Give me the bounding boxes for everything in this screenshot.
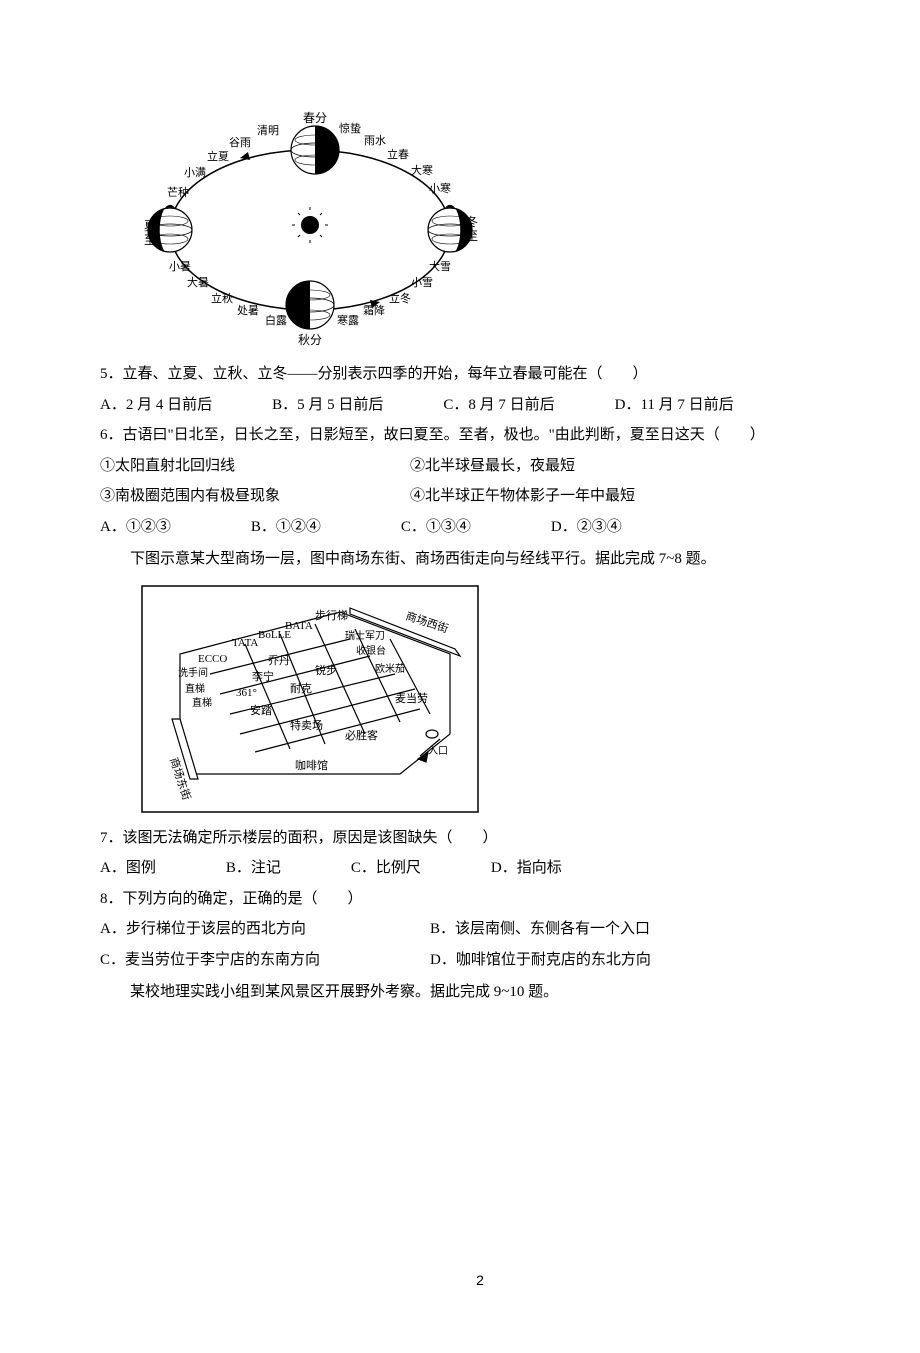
label-tata: TATA <box>232 637 258 649</box>
svg-text:白露: 白露 <box>265 313 287 327</box>
label-pizza: 必胜客 <box>345 728 378 742</box>
q6-opt-a: A．①②③ <box>100 513 171 542</box>
q5-options: A．2 月 4 日前后 B．5 月 5 日前后 C．8 月 7 日前后 D．11… <box>100 391 860 420</box>
svg-text:处暑: 处暑 <box>237 304 259 317</box>
label-ruibu: 锐步 <box>315 663 337 677</box>
label-entry: 入口 <box>428 746 448 757</box>
label-cashier: 收银台 <box>356 644 386 657</box>
svg-text:小寒: 小寒 <box>429 181 451 195</box>
svg-text:大暑: 大暑 <box>187 275 209 289</box>
q7-opt-b: B．注记 <box>226 854 281 883</box>
q7-opt-d: D．指向标 <box>491 854 562 883</box>
svg-text:小雪: 小雪 <box>411 276 433 289</box>
q6-s2: ②北半球昼最长，夜最短 <box>410 452 575 481</box>
q6-opt-d: D．②③④ <box>551 513 622 542</box>
label-vlift: 直梯 <box>185 682 205 695</box>
label-coffee: 咖啡馆 <box>295 758 328 772</box>
intro-9-10: 某校地理实践小组到某风景区开展野外考察。据此完成 9~10 题。 <box>100 978 860 1007</box>
svg-text:立秋: 立秋 <box>211 291 233 305</box>
label-special: 特卖场 <box>290 718 323 732</box>
intro-7-8: 下图示意某大型商场一层，图中商场东街、商场西街走向与经线平行。据此完成 7~8 … <box>100 545 860 574</box>
label-dongzhi: 冬 <box>466 214 478 229</box>
svg-text:雨水: 雨水 <box>364 134 386 147</box>
svg-text:惊蛰: 惊蛰 <box>339 121 361 135</box>
q7-opt-c: C．比例尺 <box>351 854 421 883</box>
label-361: 361° <box>236 687 257 699</box>
page-number: 2 <box>100 1267 860 1294</box>
svg-text:至: 至 <box>466 229 478 243</box>
q8-opt-c: C．麦当劳位于李宁店的东南方向 <box>100 946 430 975</box>
label-nike: 耐克 <box>290 682 312 695</box>
q8-opt-b: B．该层南侧、东侧各有一个入口 <box>430 915 650 944</box>
svg-text:立冬: 立冬 <box>389 291 411 305</box>
solar-terms-diagram: 春分 清明 谷雨 立夏 小满 芒种 夏 至 小暑 大暑 立秋 处暑 白露 秋分 … <box>140 110 860 350</box>
q7-text: 7．该图无法确定所示楼层的面积，原因是该图缺失（ ） <box>100 824 860 853</box>
label-xiazhi: 夏 <box>144 219 156 233</box>
svg-text:谷雨: 谷雨 <box>229 136 251 149</box>
q5-text: 5．立春、立夏、立秋、立冬——分别表示四季的开始，每年立春最可能在（ ） <box>100 360 860 389</box>
svg-text:小满: 小满 <box>184 166 206 179</box>
svg-text:立夏: 立夏 <box>207 149 229 163</box>
q5-opt-d: D．11 月 7 日前后 <box>615 391 734 420</box>
q8-opt-a: A．步行梯位于该层的西北方向 <box>100 915 430 944</box>
svg-text:至: 至 <box>144 233 156 247</box>
svg-text:清明: 清明 <box>257 124 279 137</box>
label-wash: 洗手间 <box>178 666 208 679</box>
label-vlift2: 直梯 <box>192 696 212 709</box>
label-anta: 安踏 <box>250 703 272 717</box>
svg-text:大雪: 大雪 <box>429 259 451 273</box>
q5-opt-c: C．8 月 7 日前后 <box>443 391 554 420</box>
svg-text:小暑: 小暑 <box>169 260 191 273</box>
label-bolle: BoLLE <box>258 629 291 641</box>
label-oumi: 欧米茄 <box>375 662 405 675</box>
svg-text:芒种: 芒种 <box>167 185 189 199</box>
q5-opt-a: A．2 月 4 日前后 <box>100 391 212 420</box>
q7-opt-a: A．图例 <box>100 854 156 883</box>
q6-text: 6．古语曰"日北至，日长之至，日影短至，故曰夏至。至者，极也。"由此判断，夏至日… <box>100 421 860 450</box>
svg-text:寒露: 寒露 <box>337 313 359 327</box>
q8-opt-d: D．咖啡馆位于耐克店的东北方向 <box>430 946 651 975</box>
label-jordan: 乔丹 <box>268 654 290 667</box>
label-qiufen: 秋分 <box>298 333 322 347</box>
q6-options: A．①②③ B．①②④ C．①③④ D．②③④ <box>100 513 860 542</box>
mall-floor-map: 商场西街 商场东街 步行梯 BATA BoLLE TATA ECCO 洗手间 直… <box>140 584 860 814</box>
svg-text:霜降: 霜降 <box>363 303 385 317</box>
q6-opt-b: B．①②④ <box>251 513 321 542</box>
q8-text: 8．下列方向的确定，正确的是（ ） <box>100 885 860 914</box>
q6-opt-c: C．①③④ <box>401 513 471 542</box>
q6-s4: ④北半球正午物体影子一年中最短 <box>410 482 635 511</box>
q7-options: A．图例 B．注记 C．比例尺 D．指向标 <box>100 854 860 883</box>
label-escalator: 步行梯 <box>315 609 348 622</box>
label-ecco: ECCO <box>198 653 227 665</box>
label-lining: 李宁 <box>252 669 274 683</box>
svg-text:大寒: 大寒 <box>411 163 433 177</box>
label-ruishi: 瑞士军刀 <box>345 629 385 642</box>
label-mcd: 麦当劳 <box>395 691 428 705</box>
q6-s1: ①太阳直射北回归线 <box>100 452 410 481</box>
q5-opt-b: B．5 月 5 日前后 <box>272 391 383 420</box>
q6-s3: ③南极圈范围内有极昼现象 <box>100 482 410 511</box>
svg-text:立春: 立春 <box>387 147 409 161</box>
label-chunfen: 春分 <box>303 111 327 125</box>
